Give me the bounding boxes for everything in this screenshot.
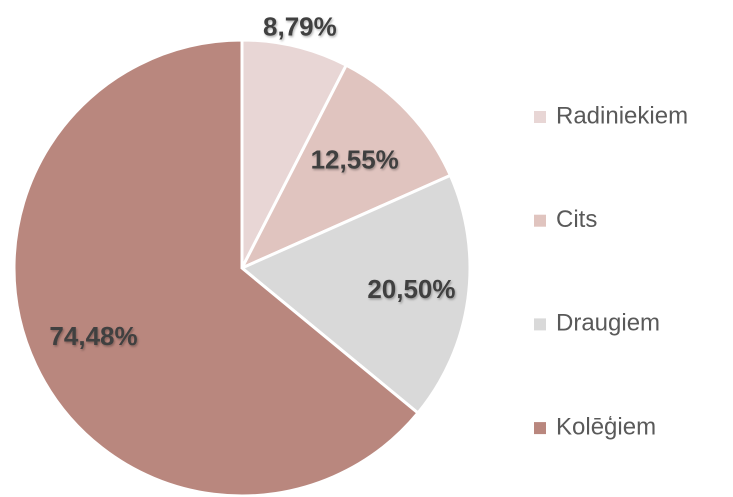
legend-label: Cits — [556, 206, 597, 233]
legend-label: Draugiem — [556, 310, 660, 337]
data-label: 8,79% — [263, 12, 337, 42]
legend-label: Radiniekiem — [556, 102, 688, 129]
data-label: 74,48% — [49, 321, 137, 351]
pie-slice — [12, 38, 421, 497]
legend-swatch — [534, 111, 546, 123]
legend-swatch — [534, 214, 546, 227]
legend-label: Kolēģiem — [556, 413, 656, 440]
legend-swatch — [534, 422, 546, 435]
data-label: 20,50% — [367, 274, 455, 304]
pie-slice — [240, 38, 349, 269]
pie-slice — [238, 63, 453, 272]
pie-slice — [239, 173, 472, 416]
data-label: 12,55% — [311, 144, 399, 174]
legend-swatch — [534, 318, 546, 331]
